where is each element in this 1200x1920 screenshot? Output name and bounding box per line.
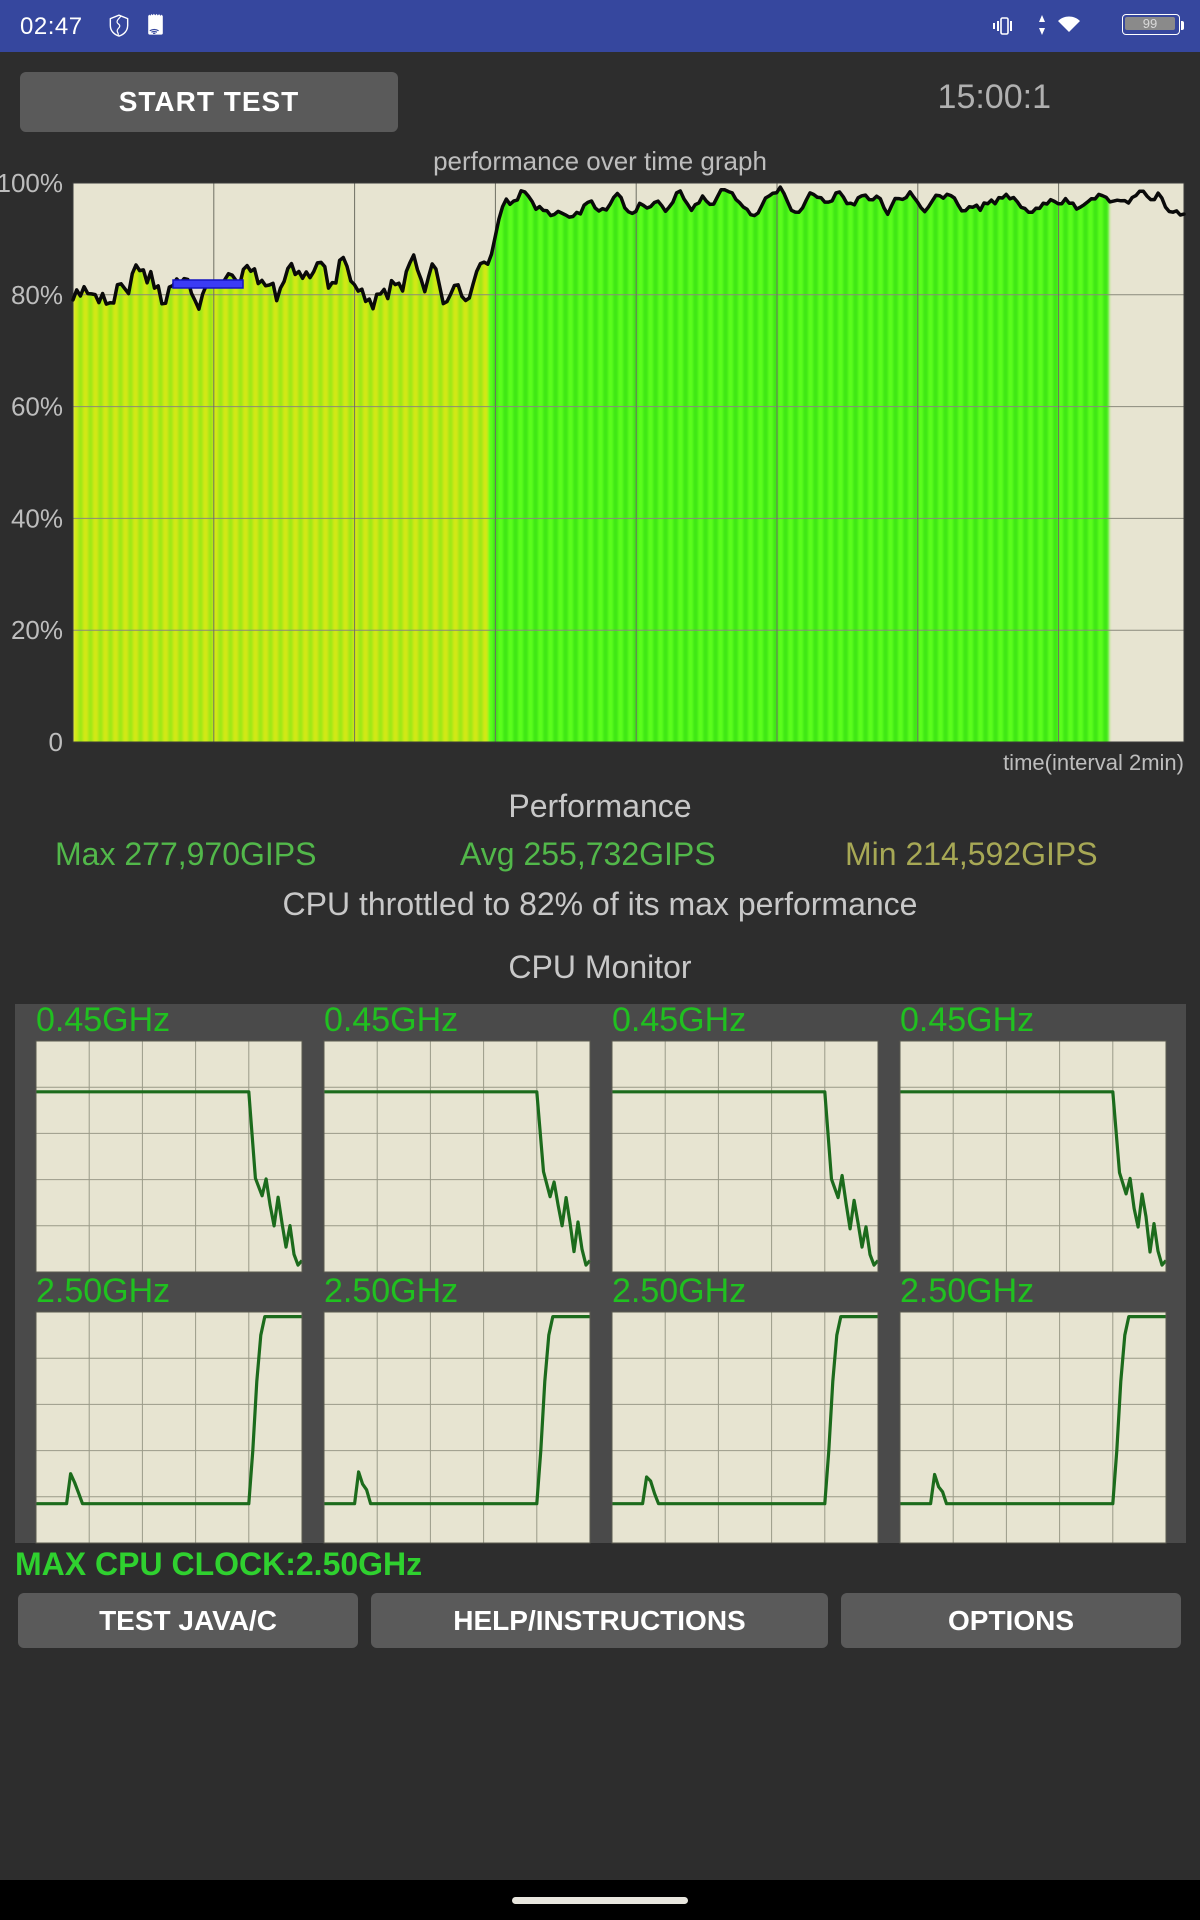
svg-text:0: 0 bbox=[49, 727, 63, 757]
svg-text:2.50GHz: 2.50GHz bbox=[900, 1272, 1034, 1310]
svg-text:CPU Monitor: CPU Monitor bbox=[508, 949, 692, 985]
svg-text:40%: 40% bbox=[11, 503, 63, 533]
svg-text:2.50GHz: 2.50GHz bbox=[324, 1272, 458, 1310]
svg-text:time(interval 2min): time(interval 2min) bbox=[1003, 750, 1184, 775]
svg-text:80%: 80% bbox=[11, 280, 63, 310]
svg-text:0.45GHz: 0.45GHz bbox=[324, 1001, 458, 1039]
svg-text:0.45GHz: 0.45GHz bbox=[612, 1001, 746, 1039]
svg-text:60%: 60% bbox=[11, 392, 63, 422]
svg-text:100%: 100% bbox=[0, 168, 63, 198]
svg-text:2.50GHz: 2.50GHz bbox=[36, 1272, 170, 1310]
svg-text:MAX CPU CLOCK:2.50GHz: MAX CPU CLOCK:2.50GHz bbox=[15, 1546, 422, 1582]
svg-text:performance over time graph: performance over time graph bbox=[433, 150, 767, 176]
svg-text:0.45GHz: 0.45GHz bbox=[36, 1001, 170, 1039]
svg-text:2.50GHz: 2.50GHz bbox=[612, 1272, 746, 1310]
svg-text:20%: 20% bbox=[11, 615, 63, 645]
svg-text:0.45GHz: 0.45GHz bbox=[900, 1001, 1034, 1039]
